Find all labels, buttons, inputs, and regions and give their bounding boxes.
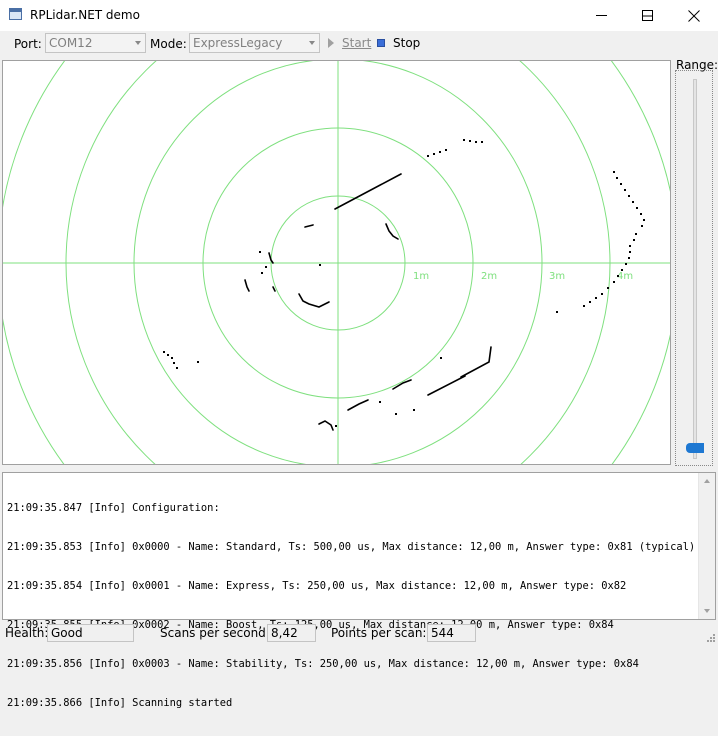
log-line: 21:09:35.856 [Info] 0x0003 - Name: Stabi… <box>7 658 639 670</box>
minimize-icon <box>596 15 607 16</box>
chevron-down-icon <box>135 41 141 45</box>
app-window-icon <box>9 8 22 20</box>
points-per-scan-value: 544 <box>427 624 476 642</box>
toolbar: Port: COM12 Mode: ExpressLegacy Start St… <box>0 31 718 58</box>
log-scrollbar[interactable] <box>698 473 715 619</box>
minimize-icon <box>642 15 653 17</box>
ring-label: 1m <box>413 271 429 282</box>
maximize-button[interactable] <box>625 0 671 31</box>
log-line: 21:09:35.854 [Info] 0x0001 - Name: Expre… <box>7 580 627 592</box>
ring-label: 4m <box>617 271 633 282</box>
scans-per-second-value: 8,42 <box>267 624 316 642</box>
log-line: 21:09:35.847 [Info] Configuration: <box>7 502 220 514</box>
port-combo-value: COM12 <box>49 36 93 50</box>
port-combo[interactable]: COM12 <box>45 33 146 53</box>
chevron-up-icon[interactable] <box>704 479 710 483</box>
health-label: Health: <box>5 626 49 640</box>
resize-grip-icon[interactable] <box>706 633 716 643</box>
scan-segment <box>298 293 330 308</box>
port-label: Port: <box>14 37 42 51</box>
scan-segment <box>460 346 492 378</box>
status-bar: Health: Good Scans per second: 8,42 Poin… <box>0 621 718 645</box>
scans-per-second-label: Scans per second: <box>160 626 270 640</box>
ring-labels: 1m 2m 3m 4m <box>413 271 633 282</box>
range-slider-track <box>693 79 697 459</box>
stop-icon <box>377 39 385 47</box>
lidar-canvas: 1m 2m 3m 4m <box>3 61 670 464</box>
scan-segment <box>334 173 402 210</box>
ring-label: 2m <box>481 271 497 282</box>
log-line: 21:09:35.866 [Info] Scanning started <box>7 697 233 709</box>
start-label: Start <box>342 36 372 50</box>
mode-label: Mode: <box>150 37 187 51</box>
stop-label: Stop <box>393 36 421 50</box>
lidar-plot[interactable]: 1m 2m 3m 4m <box>2 60 671 465</box>
range-panel: Range: <box>672 58 718 468</box>
chevron-down-icon <box>309 41 315 45</box>
maximize-icon <box>642 10 653 21</box>
scan-dots <box>163 139 645 427</box>
close-button[interactable] <box>671 0 717 31</box>
log-lines: 21:09:35.847 [Info] Configuration: 21:09… <box>7 476 695 736</box>
scan-segment <box>347 399 369 411</box>
minimize-button-2[interactable] <box>579 0 625 31</box>
play-icon <box>328 38 334 48</box>
scan-points <box>244 173 492 431</box>
close-icon <box>688 10 700 22</box>
health-value: Good <box>47 624 134 642</box>
ring-label: 3m <box>549 271 565 282</box>
stop-button[interactable]: Stop <box>377 35 421 53</box>
chevron-down-icon[interactable] <box>704 609 710 613</box>
window-title: RPLidar.NET demo <box>30 8 140 22</box>
scan-segment <box>318 420 334 431</box>
scan-segment <box>244 279 250 292</box>
minimize-button[interactable] <box>625 0 671 31</box>
scan-segment <box>392 379 412 390</box>
scan-segment <box>268 252 274 264</box>
scan-segment <box>385 223 399 240</box>
range-slider-thumb[interactable] <box>686 443 704 453</box>
scan-segment <box>304 224 314 228</box>
log-output[interactable]: 21:09:35.847 [Info] Configuration: 21:09… <box>2 472 716 709</box>
mode-combo-value: ExpressLegacy <box>193 36 283 50</box>
start-button[interactable]: Start <box>328 35 372 53</box>
range-slider[interactable] <box>675 70 713 466</box>
scan-segment <box>427 375 466 396</box>
mode-combo[interactable]: ExpressLegacy <box>189 33 320 53</box>
log-line: 21:09:35.853 [Info] 0x0000 - Name: Stand… <box>7 541 696 553</box>
range-label: Range: <box>676 58 718 72</box>
scan-segment <box>272 286 276 292</box>
points-per-scan-label: Points per scan: <box>331 626 427 640</box>
range-rings <box>3 61 670 464</box>
